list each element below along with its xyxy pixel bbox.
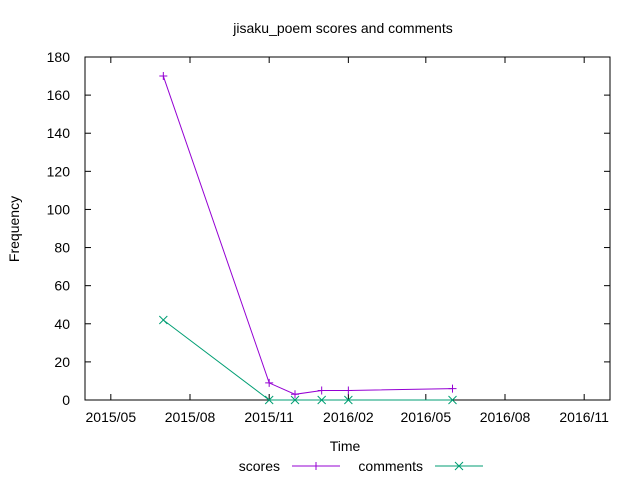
x-axis-label: Time (330, 438, 361, 454)
y-axis: 0 20 40 60 80 100 120 140 160 180 (47, 49, 610, 408)
comments-line (162, 319, 453, 401)
series-layer (158, 72, 457, 405)
comments-point (290, 395, 300, 405)
y-tick-label: 140 (47, 125, 71, 141)
chart-title: jisaku_poem scores and comments (232, 20, 452, 36)
y-axis-label: Frequency (6, 196, 22, 262)
y-tick-label: 60 (54, 278, 70, 294)
y-tick-label: 100 (47, 201, 71, 217)
comments-point (158, 315, 168, 325)
scores-point (448, 384, 457, 393)
y-tick-label: 180 (47, 49, 71, 65)
legend: scores comments (239, 458, 483, 474)
scores-point (344, 386, 353, 395)
series-comments (158, 315, 457, 405)
x-axis: 2015/05 2015/08 2015/11 2016/02 2016/05 2016/… (86, 57, 609, 425)
y-tick-label: 80 (54, 240, 70, 256)
x-tick-label: 2016/02 (323, 409, 374, 425)
legend-marker-scores (312, 462, 320, 470)
comments-point (448, 395, 457, 405)
x-tick-label: 2016/08 (480, 409, 531, 425)
comments-point (317, 395, 327, 405)
plot-frame (84, 56, 611, 401)
scores-point (159, 72, 168, 81)
x-tick-label: 2016/11 (559, 409, 609, 425)
y-tick-label: 20 (54, 354, 70, 370)
y-tick-label: 120 (47, 163, 71, 179)
x-tick-label: 2015/11 (244, 409, 294, 425)
y-tick-label: 0 (62, 392, 70, 408)
comments-point (264, 395, 274, 405)
x-tick-label: 2015/05 (86, 409, 137, 425)
scores-line (162, 75, 453, 395)
scores-point (291, 390, 299, 399)
x-tick-label: 2016/05 (401, 409, 452, 425)
legend-label-scores: scores (239, 458, 280, 474)
legend-label-comments: comments (358, 458, 423, 474)
scores-point (317, 386, 326, 395)
y-tick-label: 40 (54, 316, 70, 332)
scores-point (265, 378, 274, 387)
series-scores (159, 72, 457, 399)
x-tick-label: 2015/08 (165, 409, 216, 425)
comments-point (344, 395, 353, 405)
legend-marker-comments (454, 461, 464, 471)
y-tick-label: 160 (47, 87, 71, 103)
